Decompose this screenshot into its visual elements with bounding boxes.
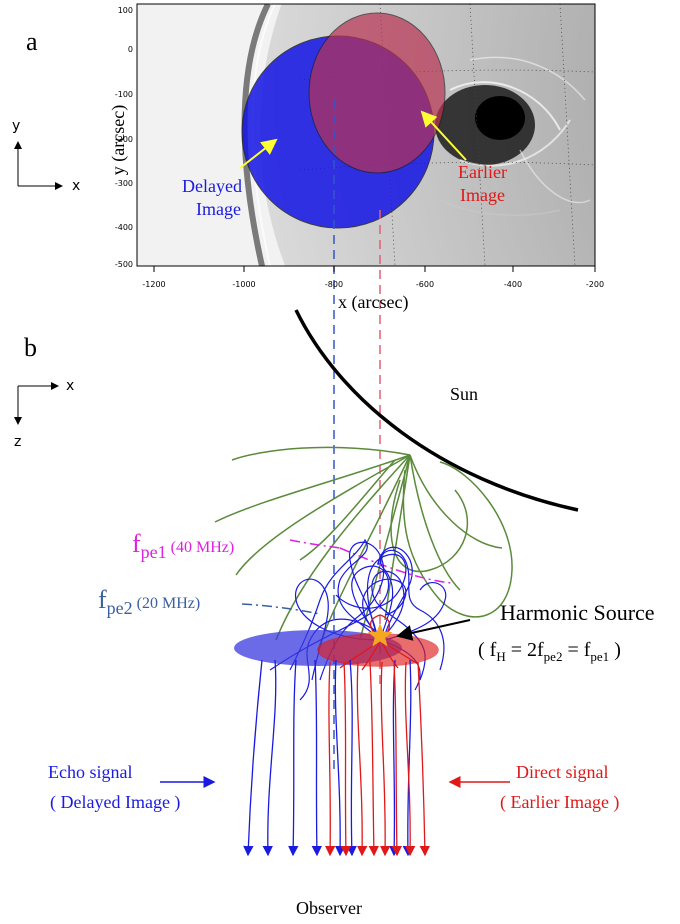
active-region (435, 56, 591, 216)
fpe1-label: fpe1 (40 MHz) (132, 529, 234, 562)
x-tick-label: -1200 (142, 280, 165, 289)
axis-hint-z: z (14, 434, 21, 450)
harmonic-source-equation: ( fH = 2fpe2 = fpe1 ) (478, 639, 621, 664)
harmonic-source-title: Harmonic Source (500, 600, 655, 625)
observer-label: Observer (296, 898, 362, 918)
fpe1-leader (289, 539, 341, 549)
signal-ray (311, 659, 323, 857)
signal-ray (389, 659, 400, 857)
x-tick-label: -1000 (232, 280, 255, 289)
harmonic-source-star (367, 623, 393, 647)
plot-frame (136, 3, 596, 267)
signal-ray (324, 661, 336, 857)
y-tick-label: -500 (115, 260, 133, 269)
panel-b-axis-hint: x z (14, 378, 74, 450)
y-tick-label: -400 (115, 223, 133, 232)
signal-ray (391, 661, 403, 857)
direct-label-1: Direct signal (516, 762, 608, 782)
signal-ray (379, 661, 391, 857)
fpe2-leader (241, 603, 321, 615)
solar-image (137, 4, 595, 266)
sun-limb (294, 309, 579, 512)
x-tick-label: -200 (586, 280, 604, 289)
echo-rays (243, 659, 414, 857)
direct-label-2: ( Earlier Image ) (500, 792, 619, 813)
axis-hint-x2: x (66, 378, 74, 394)
direct-rays (324, 661, 431, 857)
axis-hint-y: y (12, 118, 20, 134)
signal-ray (402, 659, 414, 857)
y-tick-label: -100 (115, 90, 133, 99)
sun-label: Sun (450, 384, 478, 404)
y-tick-label: 100 (118, 6, 133, 15)
earlier-image-disk (308, 12, 446, 174)
earlier-label-1: Earlier (458, 162, 507, 182)
panel-a-axis-hint: y x (12, 118, 80, 194)
y-axis-label: y (arcsec) (108, 105, 129, 175)
axis-hint-x: x (72, 178, 80, 194)
x-tick-label: -800 (325, 280, 343, 289)
signal-ray (417, 661, 431, 857)
panel-b-label: b (24, 333, 37, 362)
earlier-arrow (420, 110, 467, 161)
x-axis-label: x (arcsec) (338, 292, 408, 313)
x-tick-labels: -1200 -1000 -800 -600 -400 -200 (142, 266, 604, 289)
fpe1-layer (339, 547, 453, 584)
y-tick-label: -200 (115, 135, 133, 144)
delayed-label-1: Delayed (182, 176, 242, 196)
fpe2-label: fpe2 (20 MHz) (98, 585, 200, 618)
signal-ray (340, 661, 352, 857)
echo-label-2: ( Delayed Image ) (50, 792, 180, 813)
delayed-label-2: Image (196, 199, 241, 219)
signal-ray (334, 659, 346, 857)
signal-ray (288, 659, 299, 857)
delayed-arrow (239, 138, 278, 169)
y-tick-labels: 100 0 -100 -200 -300 -400 -500 (115, 6, 133, 269)
signal-ray (262, 659, 277, 857)
signal-ray (368, 661, 380, 857)
echo-label-1: Echo signal (48, 762, 132, 782)
signal-ray (356, 661, 368, 857)
signal-ray (404, 661, 416, 857)
signal-ray (346, 659, 357, 857)
y-tick-label: -300 (115, 179, 133, 188)
x-tick-label: -600 (416, 280, 434, 289)
x-tick-label: -400 (504, 280, 522, 289)
signal-ray (243, 659, 263, 857)
earlier-label-2: Image (460, 185, 505, 205)
panel-a-label: a (26, 27, 38, 56)
y-tick-label: 0 (128, 45, 133, 54)
harmonic-source-arrow (396, 619, 471, 641)
